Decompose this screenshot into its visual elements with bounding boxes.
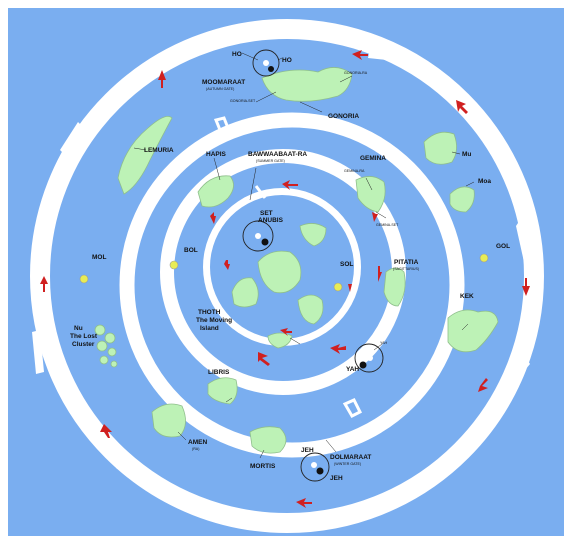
label-dolmaraat: DOLMARAAT [330, 454, 371, 461]
central-continent-middle [257, 250, 302, 294]
label-amen: AMEN [188, 439, 207, 446]
label-yah-small: YAH [380, 341, 388, 345]
mortis-island [249, 426, 287, 454]
label-gonoria-set: GONORIA-SET [230, 99, 256, 103]
libris-island [207, 377, 238, 405]
mu-island [423, 131, 457, 165]
label-anubis: ANUBIS [258, 217, 284, 224]
label-mol: MOL [92, 254, 106, 261]
central-continent-east [297, 294, 324, 325]
lemuria-island [117, 115, 173, 195]
label-pitatia-sub: (SAGITTARIUS) [393, 267, 419, 271]
thoth-island [267, 332, 293, 349]
label-nu-line2: The Lost [70, 333, 98, 340]
central-continent-north [299, 223, 327, 247]
pitatia-island [383, 267, 406, 307]
label-hapis: HAPIS [206, 151, 227, 158]
sun-bol [169, 260, 179, 270]
suns [79, 253, 489, 292]
current-arrows [40, 50, 530, 508]
label-thoth-line3: Island [200, 325, 219, 332]
orbit-yah [354, 343, 384, 373]
sun-sol [333, 282, 343, 292]
label-lemuria: LEMURIA [144, 147, 174, 154]
leader-lines [133, 52, 475, 459]
sun-gol [479, 253, 489, 263]
label-thoth-line2: The Moving [196, 317, 232, 324]
label-gemina-ra: GEMINA-RA [344, 169, 365, 173]
outer-ice-fragments [32, 48, 532, 528]
label-yah: YAH [346, 366, 359, 373]
central-continent-west [231, 277, 259, 308]
label-gonoria: GONORIA [328, 113, 359, 120]
hapis-island [197, 175, 234, 208]
label-bawwaabaat: BAWWAABAAT-RA [248, 151, 307, 158]
sun-mol [79, 274, 89, 284]
label-bawwaabaat-sub: (SUMMER GATE) [256, 159, 285, 163]
label-nu-line3: Cluster [72, 341, 95, 348]
land-masses [94, 67, 499, 454]
middle-ice-ring [119, 112, 465, 458]
label-libris: LIBRIS [208, 369, 230, 376]
moons [255, 60, 373, 475]
gemina-island [355, 176, 386, 213]
label-ho-left: HO [232, 51, 242, 58]
label-amen-sub: (RA) [192, 447, 199, 451]
label-moomaraat-sub: (AUTUMN GATE) [206, 87, 234, 91]
label-gol: GOL [496, 243, 510, 250]
label-set: SET [260, 210, 273, 217]
label-dolmaraat-sub: (WINTER GATE) [334, 462, 361, 466]
amen-island [151, 403, 186, 438]
moon-orbits [242, 49, 384, 482]
label-bol: BOL [184, 247, 198, 254]
label-mu: Mu [462, 151, 471, 158]
label-gemina-set: GEMINA-SET [376, 223, 399, 227]
label-mortis: MORTIS [250, 463, 276, 470]
label-ho-right: HO [282, 57, 292, 64]
moa-island [449, 186, 475, 213]
label-kek: KEK [460, 293, 474, 300]
kek-island [447, 309, 499, 353]
label-gonoria-ra: GONORIA-RA [344, 71, 368, 75]
label-gemina: GEMINA [360, 155, 386, 162]
label-nu-line1: Nu [74, 325, 83, 332]
orbit-set-anubis [242, 220, 274, 252]
label-moa: Moa [478, 178, 491, 185]
orbit-ho [252, 49, 280, 77]
label-pitatia: PITATIA [394, 259, 419, 266]
orbit-jeh [300, 452, 330, 482]
label-jeh-right: JEH [330, 475, 343, 482]
nu-cluster [94, 324, 118, 368]
label-thoth-line1: THOTH [198, 309, 221, 316]
map-labels: HO HO MOOMARAAT (AUTUMN GATE) GONORIA-RA… [70, 51, 510, 482]
gonoria-island [261, 67, 353, 102]
label-sol: SOL [340, 261, 353, 268]
label-moomaraat: MOOMARAAT [202, 79, 245, 86]
label-jeh-left: JEH [301, 447, 314, 454]
gate-connectors [213, 116, 363, 418]
